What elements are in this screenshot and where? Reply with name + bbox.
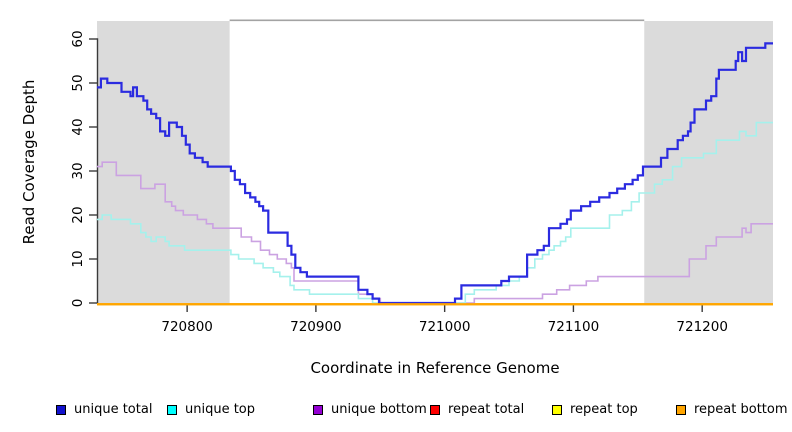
legend-item-unique-bottom: unique bottom <box>313 402 427 417</box>
shaded-region <box>644 21 773 303</box>
legend-label: unique bottom <box>331 402 427 417</box>
legend-item-repeat-top: repeat top <box>552 402 638 417</box>
legend-item-unique-top: unique top <box>167 402 255 417</box>
legend-label: unique top <box>185 402 256 417</box>
y-tick-label: 20 <box>70 206 86 223</box>
x-tick-label: 720800 <box>161 319 213 335</box>
legend-label: repeat total <box>448 402 525 417</box>
y-tick-label: 40 <box>70 118 86 135</box>
legend-label: repeat bottom <box>694 402 788 417</box>
series-unique-top <box>97 121 773 304</box>
y-tick-label: 60 <box>70 30 86 47</box>
legend-label: repeat top <box>570 402 638 417</box>
x-tick-label: 721000 <box>419 319 471 335</box>
y-tick-label: 10 <box>70 250 86 267</box>
legend-item-repeat-total: repeat total <box>430 402 524 417</box>
y-tick-label: 50 <box>70 74 86 91</box>
legend-swatch <box>167 404 177 415</box>
legend-swatch <box>56 404 66 415</box>
legend-item-unique-total: unique total <box>56 402 152 417</box>
series-unique-total <box>97 42 773 305</box>
legend-swatch <box>313 404 323 415</box>
series-unique-bottom <box>97 161 773 304</box>
legend-swatch <box>676 404 686 415</box>
x-tick-label: 720900 <box>290 319 342 335</box>
y-tick-label: 30 <box>70 162 86 179</box>
x-tick-label: 721200 <box>676 319 728 335</box>
y-axis-label: Read Coverage Depth <box>20 79 38 245</box>
legend: unique total unique top unique bottom repea… <box>0 402 792 420</box>
x-tick-label: 721100 <box>548 319 600 335</box>
legend-swatch <box>430 404 440 415</box>
y-tick-label: 0 <box>70 299 86 308</box>
legend-swatch <box>552 404 562 415</box>
x-axis-label: Coordinate in Reference Genome <box>310 359 560 377</box>
legend-item-repeat-bottom: repeat bottom <box>676 402 788 417</box>
legend-label: unique total <box>74 402 153 417</box>
